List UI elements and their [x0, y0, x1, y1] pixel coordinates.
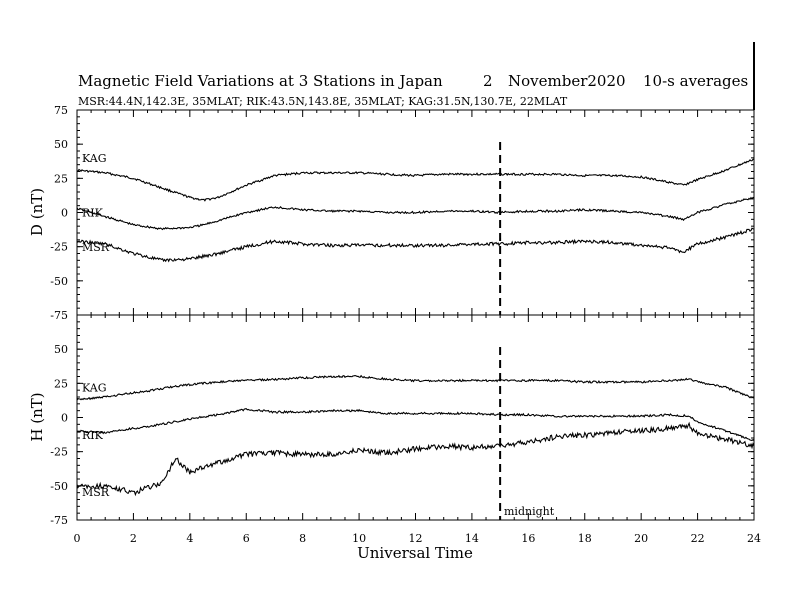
y-tick-label: -25: [50, 446, 68, 459]
y-tick-label: 50: [54, 138, 68, 151]
x-tick-label: 4: [186, 532, 193, 545]
series-line-msr: [76, 421, 755, 497]
title-main: Magnetic Field Variations at 3 Stations …: [78, 72, 443, 90]
y-tick-label: -25: [50, 241, 68, 254]
y-tick-label: -50: [50, 480, 68, 493]
x-tick-label: 6: [243, 532, 250, 545]
chart-subtitle: MSR:44.4N,142.3E, 35MLAT; RIK:43.5N,143.…: [78, 95, 568, 108]
station-label-msr: MSR: [82, 241, 110, 254]
panel-h-frame: [76, 314, 755, 521]
y-tick-label: 0: [61, 412, 68, 425]
station-label-kag: KAG: [82, 382, 107, 395]
y-tick-label: -50: [50, 275, 68, 288]
panel-d-frame: [76, 109, 755, 316]
series-line-rik: [76, 196, 755, 231]
y-tick-label: 0: [61, 207, 68, 220]
x-tick-label: 22: [691, 532, 705, 545]
title-month-year: November2020: [508, 72, 626, 90]
x-tick-label: 0: [74, 532, 81, 545]
x-axis-title: Universal Time: [357, 544, 473, 562]
y-tick-label: 50: [54, 343, 68, 356]
panel-h-ylabel: H (nT): [28, 392, 46, 441]
x-tick-label: 2: [130, 532, 137, 545]
y-tick-label: 25: [54, 172, 68, 185]
x-tick-label: 16: [521, 532, 535, 545]
y-tick-label: -75: [50, 514, 68, 527]
station-label-rik: RIK: [82, 206, 104, 219]
series-line-msr: [76, 227, 755, 263]
y-tick-label: -75: [50, 309, 68, 322]
title-day: 2: [483, 72, 493, 90]
x-tick-label: 14: [465, 532, 479, 545]
y-tick-label: 75: [54, 104, 68, 117]
series-line-kag: [76, 374, 755, 401]
series-line-rik: [76, 408, 755, 442]
x-tick-label: 20: [634, 532, 648, 545]
x-tick-label: 10: [352, 532, 366, 545]
panel-d-ylabel: D (nT): [28, 188, 46, 236]
x-tick-label: 18: [578, 532, 592, 545]
station-label-kag: KAG: [82, 152, 107, 165]
station-label-msr: MSR: [82, 486, 110, 499]
x-tick-label: 8: [299, 532, 306, 545]
series-line-kag: [76, 158, 755, 202]
y-tick-label: 25: [54, 377, 68, 390]
x-tick-label: 24: [747, 532, 761, 545]
title-averaging: 10-s averages: [643, 72, 749, 90]
midnight-annotation: midnight: [504, 505, 555, 518]
x-tick-label: 12: [409, 532, 423, 545]
station-label-rik: RIK: [82, 429, 104, 442]
